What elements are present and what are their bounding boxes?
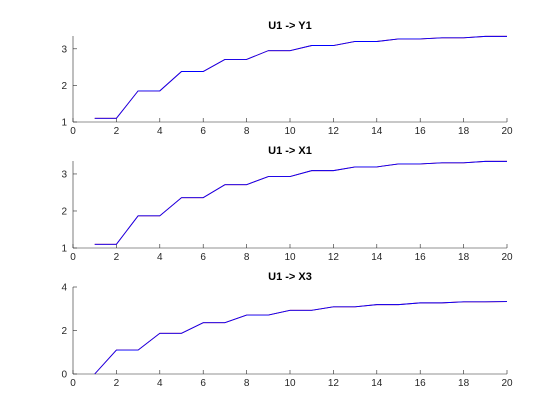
subplot-3: U1 -> X3 0 2 4 6 8 10 12 14 16 18 20 0 2 4 — [61, 271, 513, 389]
x-tick-label: 14 — [371, 252, 383, 263]
x-tick-label: 4 — [157, 252, 163, 263]
x-tick-label: 6 — [200, 378, 206, 389]
x-tick-label: 14 — [371, 378, 383, 389]
x-tick-label: 4 — [157, 126, 163, 137]
x-tick-label: 20 — [501, 252, 513, 263]
x-tick-label: 6 — [200, 252, 206, 263]
x-tick-label: 8 — [244, 378, 250, 389]
x-tick-label: 14 — [371, 126, 383, 137]
x-tick-label: 18 — [458, 126, 470, 137]
y-tick-label: 2 — [61, 206, 67, 217]
series-line-1 — [94, 35, 507, 119]
series-line-1 — [94, 301, 508, 375]
x-tick-label: 6 — [200, 126, 206, 137]
x-tick-label: 16 — [415, 126, 427, 137]
x-tick-label: 8 — [244, 126, 250, 137]
y-tick-label: 1 — [61, 244, 67, 255]
y-tick-label: 1 — [61, 118, 67, 129]
x-tick-label: 18 — [458, 252, 470, 263]
subplot-title: U1 -> X3 — [268, 271, 312, 283]
x-tick-label: 4 — [157, 378, 163, 389]
x-tick-label: 20 — [501, 378, 513, 389]
x-tick-label: 12 — [328, 126, 340, 137]
series-line-2 — [94, 35, 507, 119]
x-tick-label: 18 — [458, 378, 470, 389]
x-tick-label: 0 — [70, 252, 76, 263]
y-tick-label: 4 — [61, 283, 67, 294]
x-tick-label: 10 — [284, 126, 296, 137]
x-tick-label: 12 — [328, 378, 340, 389]
x-tick-label: 12 — [328, 252, 340, 263]
x-tick-label: 16 — [415, 252, 427, 263]
series-line-2 — [94, 301, 508, 375]
y-tick-label: 3 — [61, 169, 67, 180]
x-tick-label: 0 — [70, 126, 76, 137]
x-tick-label: 10 — [284, 378, 296, 389]
subplot-title: U1 -> Y1 — [268, 20, 312, 32]
x-tick-label: 20 — [501, 126, 513, 137]
y-tick-label: 0 — [61, 370, 67, 381]
x-tick-label: 2 — [114, 378, 120, 389]
x-tick-label: 10 — [284, 252, 296, 263]
x-tick-label: 2 — [114, 252, 120, 263]
y-tick-label: 3 — [61, 44, 67, 55]
x-tick-label: 16 — [415, 378, 427, 389]
x-tick-label: 2 — [114, 126, 120, 137]
y-tick-label: 2 — [61, 81, 67, 92]
y-tick-label: 2 — [61, 326, 67, 337]
subplot-title: U1 -> X1 — [268, 145, 312, 157]
series-line-2 — [94, 160, 507, 245]
x-tick-label: 0 — [70, 378, 76, 389]
x-tick-label: 8 — [244, 252, 250, 263]
